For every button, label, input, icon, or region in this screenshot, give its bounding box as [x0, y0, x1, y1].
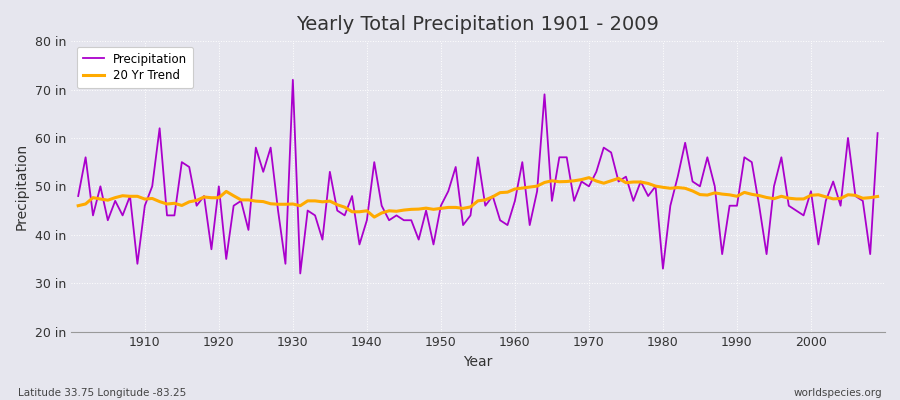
- 20 Yr Trend: [509, 187, 520, 192]
- Precipitation: [872, 131, 883, 136]
- Precipitation: [132, 262, 143, 266]
- Precipitation: [613, 179, 624, 184]
- Line: 20 Yr Trend: 20 Yr Trend: [78, 178, 878, 217]
- Title: Yearly Total Precipitation 1901 - 2009: Yearly Total Precipitation 1901 - 2009: [296, 15, 660, 34]
- Line: Precipitation: Precipitation: [78, 80, 878, 274]
- X-axis label: Year: Year: [464, 355, 492, 369]
- Legend: Precipitation, 20 Yr Trend: Precipitation, 20 Yr Trend: [76, 47, 194, 88]
- Precipitation: [295, 271, 306, 276]
- Precipitation: [354, 242, 364, 247]
- Precipitation: [517, 160, 527, 164]
- Text: Latitude 33.75 Longitude -83.25: Latitude 33.75 Longitude -83.25: [18, 388, 186, 398]
- Y-axis label: Precipitation: Precipitation: [15, 143, 29, 230]
- 20 Yr Trend: [872, 194, 883, 199]
- Precipitation: [310, 213, 320, 218]
- 20 Yr Trend: [339, 205, 350, 210]
- 20 Yr Trend: [369, 215, 380, 220]
- 20 Yr Trend: [295, 203, 306, 208]
- Precipitation: [73, 194, 84, 198]
- Precipitation: [525, 223, 535, 228]
- 20 Yr Trend: [132, 194, 143, 199]
- Precipitation: [287, 78, 298, 82]
- 20 Yr Trend: [613, 176, 624, 181]
- Text: worldspecies.org: worldspecies.org: [794, 388, 882, 398]
- 20 Yr Trend: [583, 175, 594, 180]
- 20 Yr Trend: [517, 186, 527, 190]
- 20 Yr Trend: [73, 203, 84, 208]
